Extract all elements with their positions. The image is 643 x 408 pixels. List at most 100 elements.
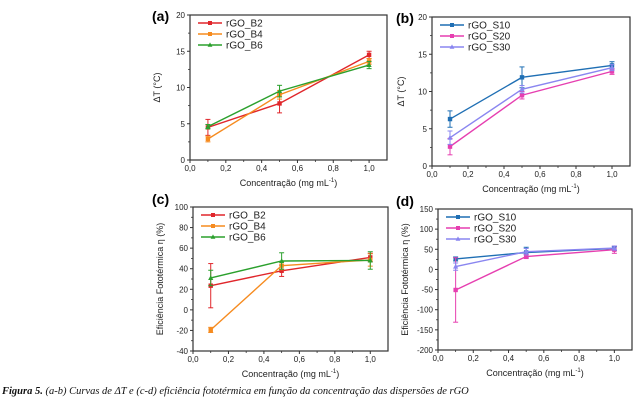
data-point [205, 123, 211, 129]
y-tick-label: -20 [176, 326, 188, 335]
legend-item: rGO_B2 [201, 211, 266, 222]
legend-label: rGO_B4 [226, 30, 263, 41]
data-point [276, 88, 283, 94]
panel-b: (b) 0,0 0,2 0,4 0,6 0,8 1,0 0 5 10 15 20 Concentraçã… [396, 10, 631, 194]
figure-caption: Figura 5. (a-b) Curvas de ΔT e (c-d) efi… [2, 386, 642, 397]
x-axis-title-sup: -1 [575, 368, 581, 374]
series-rGO_S30 [447, 64, 615, 145]
y-tick-label: -50 [421, 286, 433, 295]
legend-marker [450, 23, 454, 27]
data-point [609, 69, 615, 74]
y-tick-label: 10 [418, 88, 427, 97]
data-point [277, 101, 282, 106]
series-rGO_S10 [447, 61, 615, 128]
legend-item: rGO_B6 [198, 41, 263, 52]
x-tick-label: 0,2 [462, 170, 474, 179]
y-tick-label: 0 [181, 156, 186, 165]
panel-d: (d) 0,0 0,2 0,4 0,6 0,8 1,0 -200 -150 -100 -50 0 50 1… [396, 193, 633, 378]
legend-marker [211, 213, 215, 217]
y-axis-title: ΔT (°C) [396, 77, 406, 107]
data-point [205, 136, 211, 142]
series-line [207, 60, 370, 140]
series-line [455, 247, 615, 260]
series-rGO_B4 [208, 253, 373, 333]
y-tick-label: 0 [429, 265, 434, 274]
legend-marker [450, 34, 454, 38]
series-line [207, 64, 370, 128]
x-tick-label: 0,2 [223, 355, 235, 364]
x-axis-title-main: Concentração (mg mL [240, 178, 329, 188]
data-point [523, 248, 529, 254]
series-line [210, 259, 371, 331]
legend-label: rGO_B2 [229, 211, 266, 222]
series-rGO_S30 [453, 245, 617, 271]
y-axis-title: ΔT (°C) [152, 73, 162, 103]
data-point [366, 52, 372, 58]
x-tick-label: 0,6 [294, 355, 306, 364]
panel-c: (c) 0,0 0,2 0,4 0,6 0,8 1,0 -40 -20 0 20 40 60 80 100 C… [152, 191, 389, 379]
plot-frame [431, 16, 631, 167]
y-tick-label: -40 [176, 347, 188, 356]
data-point [519, 75, 525, 80]
y-tick-label: 0 [184, 306, 189, 315]
legend-label: rGO_S10 [468, 21, 511, 32]
x-axis-title: Concentração (mg mL-1) [482, 184, 579, 194]
legend-item: rGO_S10 [440, 21, 511, 32]
x-tick-label: 1,0 [364, 164, 376, 173]
y-tick-label: 15 [176, 47, 185, 56]
y-tick-label: 100 [175, 203, 189, 212]
y-tick-label: -200 [417, 346, 434, 355]
x-tick-label: 1,0 [606, 170, 618, 179]
x-tick-label: 0,0 [184, 164, 196, 173]
x-axis-title-sup: -1 [571, 184, 577, 190]
x-tick-label: 0,4 [503, 354, 515, 363]
y-axis-title: Eficiência Fototérmica η (%) [400, 223, 410, 336]
legend-marker [455, 236, 461, 241]
legend-item: rGO_S20 [440, 32, 511, 43]
x-axis-title-main: Concentração (mg mL [482, 184, 571, 194]
legend-label: rGO_B2 [226, 19, 263, 30]
x-tick-label: 1,0 [365, 355, 377, 364]
data-point [453, 263, 459, 269]
x-tick-label: 0,8 [329, 355, 341, 364]
x-tick-label: 0,2 [220, 164, 232, 173]
x-tick-label: 0,8 [328, 164, 340, 173]
legend-label: rGO_S30 [474, 235, 517, 246]
y-tick-label: 15 [418, 50, 427, 59]
panel-label: (a) [152, 8, 169, 24]
caption-label: Figura 5. [2, 386, 43, 397]
x-axis-title: Concentração (mg mL-1) [240, 178, 337, 188]
legend-label: rGO_S30 [468, 43, 511, 54]
data-point [453, 287, 458, 293]
data-point [447, 144, 453, 149]
legend-marker [210, 234, 216, 239]
y-tick-label: 5 [181, 120, 186, 129]
data-point [279, 268, 284, 273]
legend-label: rGO_S10 [474, 213, 517, 224]
legend-marker [208, 32, 212, 36]
y-tick-label: 20 [176, 11, 185, 20]
x-axis-title-end: ) [334, 178, 337, 188]
legend-item: rGO_S30 [446, 235, 517, 246]
y-tick-label: -100 [417, 306, 434, 315]
legend-marker [456, 226, 460, 230]
data-point [366, 62, 372, 68]
y-tick-label: 40 [179, 265, 188, 274]
x-tick-label: 0,6 [292, 164, 304, 173]
panel-label: (d) [396, 193, 414, 209]
x-axis-title-main: Concentração (mg mL [486, 368, 575, 378]
x-axis-title: Concentração (mg mL-1) [242, 369, 339, 379]
x-axis-title-sup: -1 [329, 178, 335, 184]
x-tick-label: 0,8 [574, 354, 586, 363]
y-axis-title: Eficiência Fototérmica η (%) [155, 223, 165, 336]
y-tick-label: 50 [424, 245, 433, 254]
data-point [447, 134, 453, 140]
legend-item: rGO_S30 [440, 43, 511, 54]
panel-a: (a) 0,0 0,2 0,4 0,6 0,8 1,0 0 5 10 15 20 Concentraçã… [152, 8, 388, 188]
legend-marker [208, 21, 212, 25]
x-tick-label: 1,0 [609, 354, 621, 363]
y-tick-label: 100 [420, 225, 434, 234]
y-tick-label: 5 [423, 125, 428, 134]
legend-label: rGO_S20 [468, 32, 511, 43]
data-point [523, 254, 529, 259]
